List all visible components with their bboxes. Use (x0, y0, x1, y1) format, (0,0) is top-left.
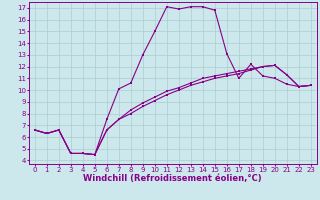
X-axis label: Windchill (Refroidissement éolien,°C): Windchill (Refroidissement éolien,°C) (84, 174, 262, 183)
